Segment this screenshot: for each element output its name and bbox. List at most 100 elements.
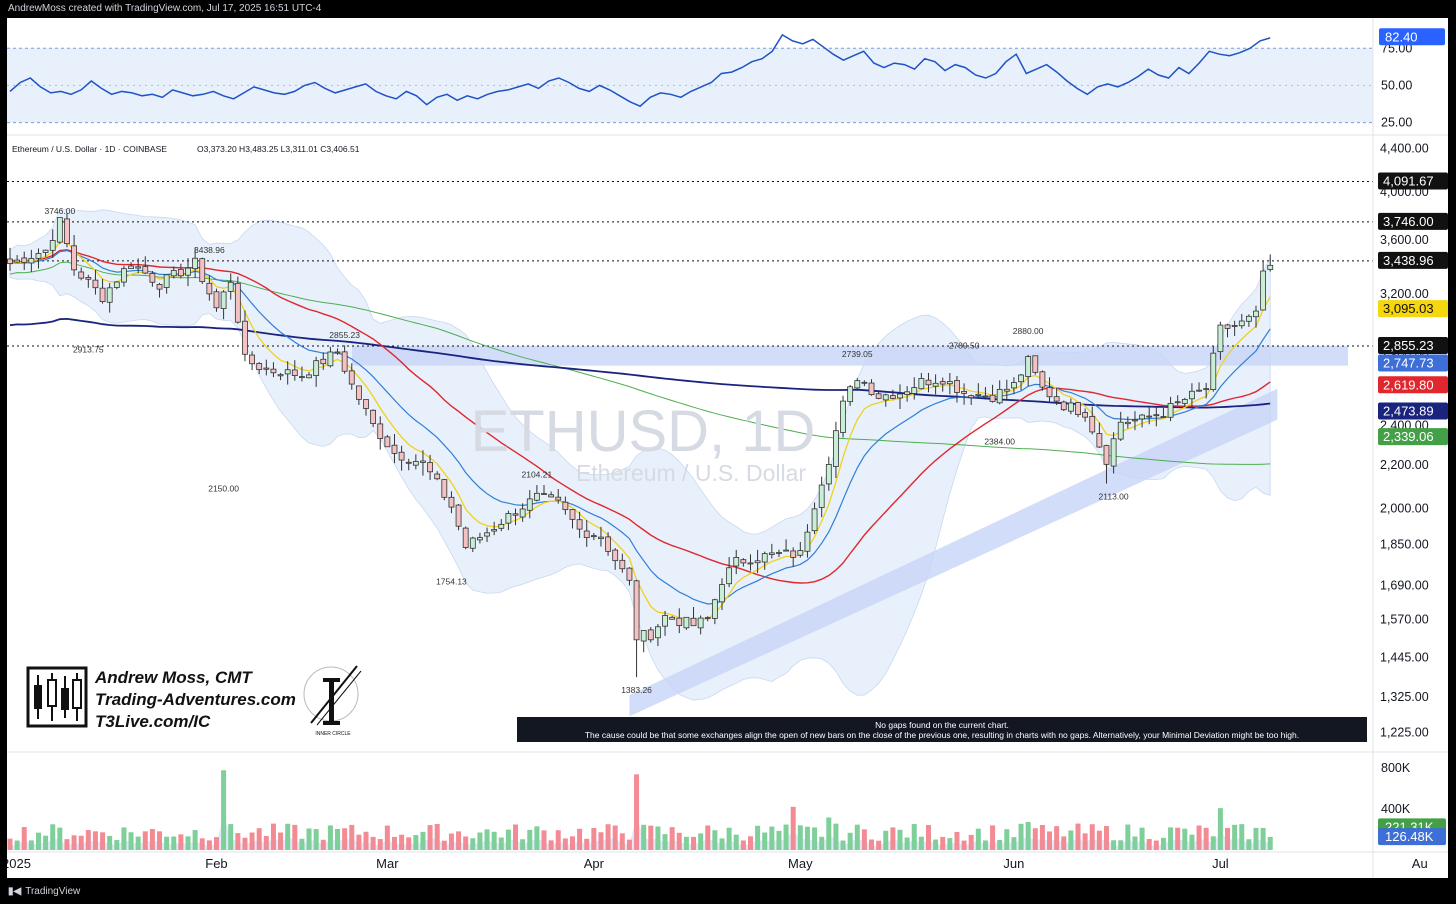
volume-bar [64, 839, 70, 850]
chart-attribution: AndrewMoss created with TradingView.com,… [8, 3, 322, 14]
volume-bar [57, 827, 63, 850]
candle-body [968, 395, 975, 399]
candle-body [548, 494, 555, 498]
candle [1231, 320, 1238, 336]
candle-body [249, 354, 255, 365]
time-tick-label: Jun [1003, 856, 1024, 871]
candle-body [348, 370, 355, 385]
trend-channel [629, 388, 1278, 717]
candle-body [498, 523, 505, 529]
candle [306, 372, 312, 379]
candle-body [1238, 320, 1245, 327]
chart-panel[interactable]: 75.00 50.00 25.00 82.40 3746.00 3438.96 2913.… [7, 18, 1448, 878]
candle-body [21, 257, 28, 263]
candle [277, 373, 284, 381]
candle-body [868, 382, 875, 396]
volume-bar [548, 840, 554, 850]
candle-body [284, 369, 291, 375]
candle [975, 383, 982, 399]
candle [833, 421, 839, 478]
candle-body [291, 369, 298, 376]
candle-body [491, 529, 498, 532]
volume-bar [1103, 826, 1109, 850]
candle [889, 389, 896, 400]
candle-body [576, 519, 583, 530]
candle [1025, 355, 1032, 386]
candle-body [676, 617, 683, 626]
volume-bar [1253, 827, 1259, 850]
sma50-line [9, 249, 1271, 584]
candle-body [704, 617, 711, 619]
candle [1189, 383, 1195, 408]
candle-body [768, 552, 775, 555]
candle [355, 385, 362, 405]
volume-bar [206, 840, 212, 850]
candle [363, 399, 369, 416]
volume-bar [420, 831, 426, 850]
volume-bar [847, 832, 853, 850]
candle-body [28, 257, 35, 264]
candle [669, 615, 676, 620]
price-tick-label: 3,200.00 [1380, 287, 1429, 301]
volume-bar [513, 824, 519, 850]
volume-bar [448, 833, 454, 850]
price-badge: 2,619.80 [1378, 376, 1448, 394]
candle [754, 549, 761, 574]
candle-body [128, 265, 134, 270]
volume-bar [1047, 831, 1053, 850]
candle [377, 416, 384, 450]
volume-bar [142, 831, 148, 850]
volume-bar [249, 832, 255, 850]
time-tick-label: Jul [1212, 856, 1229, 871]
author-name: Andrew Moss, CMT [94, 668, 253, 687]
candle [961, 383, 967, 405]
price-tick-label: 2,000.00 [1380, 502, 1429, 516]
volume-bar [869, 839, 875, 850]
candle-body [242, 320, 248, 355]
volume-tick-label: 400K [1381, 802, 1411, 816]
candle [249, 351, 255, 371]
volume-bar [1225, 827, 1231, 850]
candle-body [847, 386, 854, 403]
candle [327, 346, 334, 368]
volume-bar [1189, 834, 1195, 850]
volume-bar [555, 830, 561, 850]
volume-bar [954, 831, 960, 850]
volume-bar [35, 832, 41, 850]
volume-bar [605, 824, 611, 850]
candle-body [1203, 388, 1210, 391]
candle [106, 283, 113, 313]
candle [1046, 377, 1053, 404]
candle [697, 615, 704, 635]
candle-body [306, 374, 312, 379]
candle-body [526, 498, 533, 511]
candle-body [747, 562, 754, 565]
volume-bar [78, 835, 84, 850]
candle-body [420, 460, 426, 463]
candle [92, 269, 99, 295]
volume-bar [491, 831, 497, 850]
candle-body [833, 430, 839, 467]
candle [626, 567, 633, 586]
candle-body [1260, 270, 1267, 311]
price-badge-bg [1378, 251, 1448, 269]
candle-body [811, 508, 818, 532]
candle [1103, 444, 1110, 484]
candle-body [711, 599, 718, 619]
candle-body [505, 513, 512, 524]
candle-body [1267, 264, 1274, 270]
candle-body [56, 217, 63, 243]
candle-body [1189, 390, 1195, 400]
symbol-legend[interactable]: Ethereum / U.S. Dollar · 1D · COINBASE [12, 144, 167, 154]
candlestick-logo-icon [26, 666, 88, 728]
candle [299, 366, 305, 382]
footer-brand: TradingView [25, 886, 81, 897]
volume-bar [783, 824, 789, 850]
volume-bar [833, 823, 839, 850]
volume-bar [584, 838, 590, 850]
candle [427, 454, 433, 480]
volume-bar [911, 824, 917, 850]
candle [633, 579, 640, 678]
